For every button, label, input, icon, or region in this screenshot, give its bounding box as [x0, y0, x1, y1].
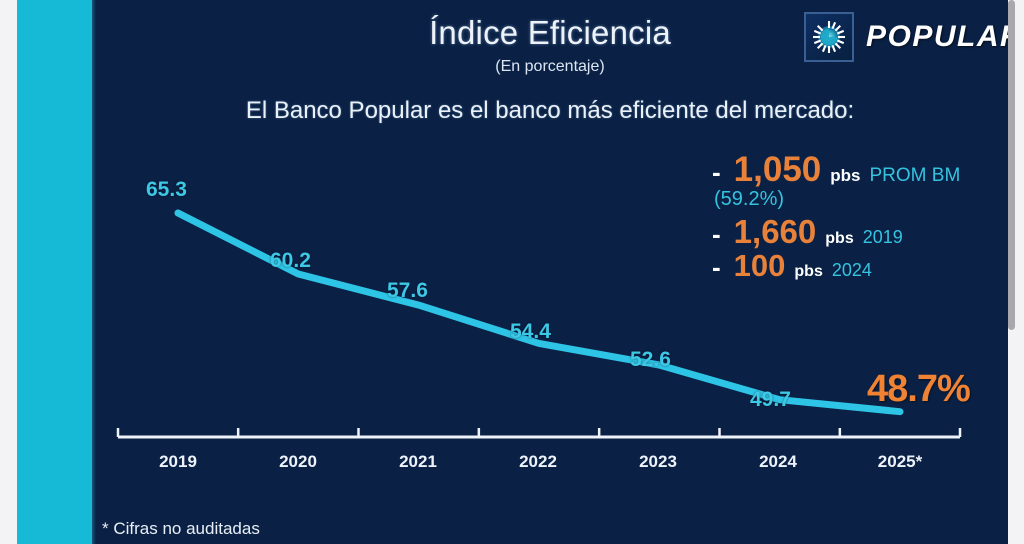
- page-title: Índice Eficiencia: [429, 14, 671, 51]
- stat-value: 100: [733, 248, 786, 283]
- stat-tag: 2024: [831, 260, 872, 280]
- point-label-2020: 60.2: [270, 249, 311, 272]
- x-axis-label-2022: 2022: [519, 452, 557, 471]
- point-label-2023: 52.6: [630, 348, 671, 371]
- stat-row-prom-bm: - 1,050 pbs PROM BM: [712, 152, 960, 187]
- stat-unit: pbs: [825, 230, 854, 247]
- brand-logo-text: POPULAR: [866, 20, 1008, 53]
- stat-unit: pbs: [830, 166, 861, 185]
- stats-callout: - 1,050 pbs PROM BM (59.2%) - 1,660 pbs …: [712, 152, 960, 283]
- x-axis-label-2023: 2023: [639, 452, 677, 471]
- cyan-sidebar-band: [17, 0, 92, 544]
- stat-tag: 2019: [862, 227, 903, 247]
- point-label-2021: 57.6: [387, 279, 428, 302]
- stat-value: 1,050: [733, 150, 822, 189]
- stat-dash: -: [712, 157, 721, 187]
- vertical-scrollbar-thumb[interactable]: [1008, 0, 1015, 330]
- x-axis-label-2020: 2020: [279, 452, 317, 471]
- point-label-2022: 54.4: [510, 320, 551, 343]
- highlight-value-2025: 48.7%: [867, 368, 971, 410]
- stat-row-2024: - 100 pbs 2024: [712, 250, 960, 281]
- stat-unit: pbs: [794, 263, 823, 280]
- point-label-2019: 65.3: [146, 178, 187, 201]
- stat-note-percentage: (59.2%): [714, 188, 785, 210]
- popular-sunburst-icon: [804, 12, 854, 62]
- stat-tag: PROM BM: [869, 165, 961, 186]
- stat-dash: -: [712, 252, 721, 282]
- headline-text: El Banco Popular es el banco más eficien…: [245, 97, 855, 124]
- page-subtitle: (En porcentaje): [495, 58, 605, 75]
- slide-canvas: Índice Eficiencia (En porcentaje) El Ban…: [92, 0, 1008, 544]
- chart-footnote: * Cifras no auditadas: [102, 519, 260, 538]
- x-axis-label-2024: 2024: [759, 452, 797, 471]
- brand-logo: POPULAR: [804, 12, 1008, 62]
- x-axis-label-2021: 2021: [399, 452, 437, 471]
- point-label-2024: 49.7: [750, 388, 791, 411]
- stat-dash: -: [712, 219, 721, 249]
- stat-value: 1,660: [733, 213, 817, 250]
- x-axis-label-2025: 2025*: [877, 452, 923, 471]
- stat-row-2019: - 1,660 pbs 2019: [712, 215, 960, 248]
- x-axis-label-2019: 2019: [159, 452, 197, 471]
